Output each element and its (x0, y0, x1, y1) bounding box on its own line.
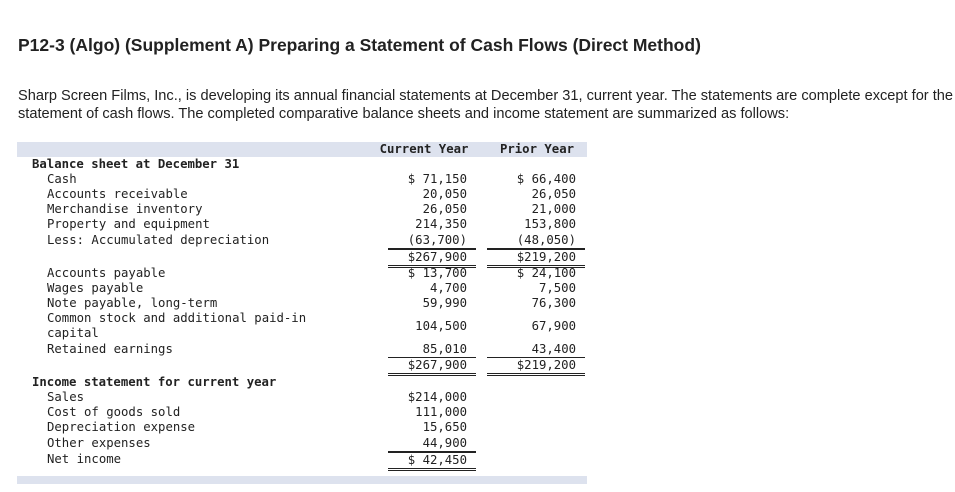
statement-table: Current Year Prior Year Balance sheet at… (17, 142, 587, 492)
row-label: Accounts payable (47, 266, 166, 280)
row-label: Less: Accumulated depreciation (47, 233, 270, 247)
row-label: Merchandise inventory (47, 202, 203, 216)
current-value: 4,700 (429, 281, 467, 295)
current-value: $ 13,700 (407, 266, 467, 280)
current-value: (63,700) (388, 233, 476, 249)
current-value: $ 71,150 (407, 172, 467, 186)
current-value: 26,050 (422, 202, 467, 216)
prior-value: 7,500 (538, 281, 576, 295)
prior-value: $ 66,400 (516, 172, 576, 186)
footer-bar (17, 476, 587, 484)
prior-value: 26,050 (531, 187, 576, 201)
section-heading: Balance sheet at December 31 (32, 157, 240, 171)
current-value: $ 42,450 (388, 452, 476, 471)
row-label: Cash (47, 172, 77, 186)
prior-value: 43,400 (487, 342, 585, 358)
prior-value: $ 24,100 (516, 266, 576, 280)
row-label: Other expenses (47, 436, 151, 450)
row-label: Sales (47, 390, 85, 404)
current-value: $267,900 (388, 249, 476, 268)
current-value: 15,650 (422, 420, 467, 434)
prior-value: 153,800 (524, 217, 576, 231)
current-value: 104,500 (415, 319, 467, 333)
current-value: 59,990 (422, 296, 467, 310)
prior-value: (48,050) (487, 233, 585, 249)
row-label: Cost of goods sold (47, 405, 181, 419)
current-value: $267,900 (388, 357, 476, 376)
prior-value: $219,200 (487, 249, 585, 268)
row-label: Accounts receivable (47, 187, 188, 201)
row-label: Common stock and additional paid-in capi… (47, 311, 307, 340)
intro: Sharp Screen Films, Inc., is developing … (18, 88, 954, 122)
column-header: Current Year (379, 142, 469, 156)
prior-value: 67,900 (531, 319, 576, 333)
current-value: 20,050 (422, 187, 467, 201)
current-value: 85,010 (388, 342, 476, 358)
row-label: Property and equipment (47, 217, 210, 231)
prior-value: 21,000 (531, 202, 576, 216)
header-bar (17, 142, 587, 157)
row-label: Note payable, long-term (47, 296, 218, 310)
current-value: 44,900 (388, 436, 476, 452)
current-value: 214,350 (415, 217, 467, 231)
prior-value: 76,300 (531, 296, 576, 310)
current-value: 111,000 (415, 405, 467, 419)
section-heading: Income statement for current year (32, 375, 277, 389)
row-label: Depreciation expense (47, 420, 196, 434)
row-label: Wages payable (47, 281, 144, 295)
row-label: Net income (47, 452, 122, 466)
prior-value: $219,200 (487, 357, 585, 376)
current-value: $214,000 (407, 390, 467, 404)
column-header: Prior Year (499, 142, 575, 156)
row-label: Retained earnings (47, 342, 173, 356)
title: P12-3 (Algo) (Supplement A) Preparing a … (18, 35, 701, 55)
